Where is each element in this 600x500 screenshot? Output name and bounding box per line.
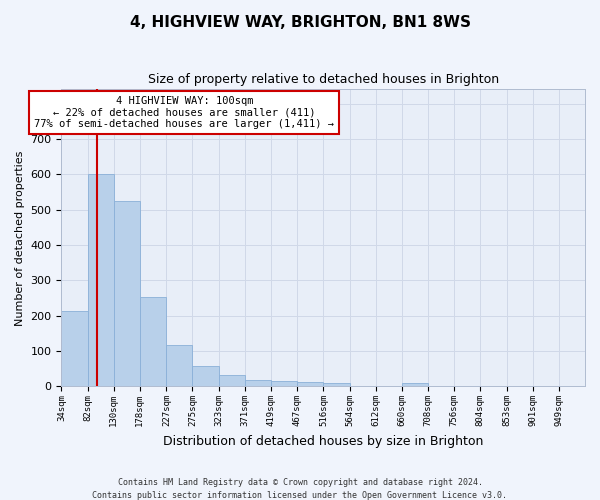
Bar [245,380,271,386]
Bar [88,174,113,386]
Bar [218,374,245,386]
Bar [402,384,428,386]
Text: 4 HIGHVIEW WAY: 100sqm
← 22% of detached houses are smaller (411)
77% of semi-de: 4 HIGHVIEW WAY: 100sqm ← 22% of detached… [34,96,334,129]
Bar [166,344,193,387]
Text: 4, HIGHVIEW WAY, BRIGHTON, BN1 8WS: 4, HIGHVIEW WAY, BRIGHTON, BN1 8WS [130,15,470,30]
Bar [297,382,323,386]
Bar [113,201,140,386]
Bar [193,366,218,386]
Bar [271,381,297,386]
Bar [140,297,166,386]
Y-axis label: Number of detached properties: Number of detached properties [15,150,25,326]
Title: Size of property relative to detached houses in Brighton: Size of property relative to detached ho… [148,72,499,86]
Bar [61,311,88,386]
X-axis label: Distribution of detached houses by size in Brighton: Distribution of detached houses by size … [163,434,484,448]
Bar [323,384,350,386]
Text: Contains HM Land Registry data © Crown copyright and database right 2024.
Contai: Contains HM Land Registry data © Crown c… [92,478,508,500]
